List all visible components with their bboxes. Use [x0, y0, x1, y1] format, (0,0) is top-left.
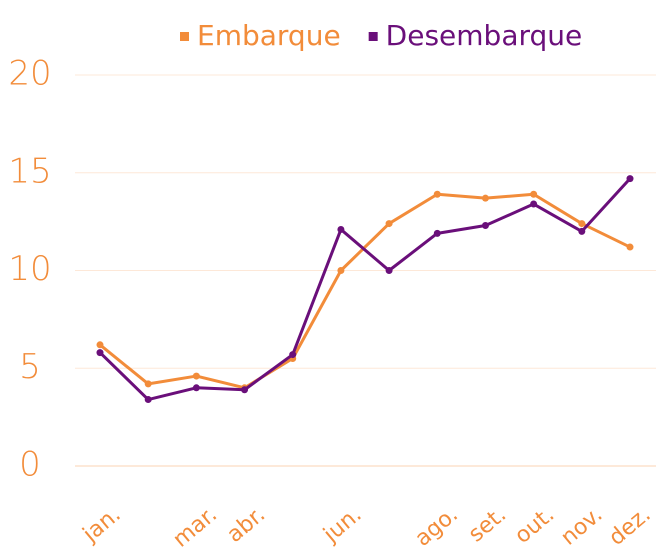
- data-point: [144, 380, 152, 388]
- data-point: [481, 222, 489, 230]
- x-tick-label: mar.: [169, 502, 223, 553]
- data-point: [192, 384, 200, 392]
- y-tick-label: 0: [19, 445, 41, 485]
- y-tick-label: 5: [19, 347, 41, 387]
- data-point: [578, 227, 586, 235]
- data-point: [192, 372, 200, 380]
- data-point: [530, 200, 538, 208]
- data-point: [241, 386, 249, 394]
- data-point: [337, 225, 345, 233]
- x-tick-label: out.: [510, 502, 559, 549]
- data-point: [144, 396, 152, 404]
- legend-marker: [368, 32, 378, 41]
- y-tick-label: 15: [8, 151, 51, 191]
- data-point: [433, 190, 441, 198]
- data-point: [626, 243, 634, 251]
- data-point: [289, 351, 297, 359]
- x-tick-label: jan.: [78, 502, 126, 548]
- legend-label: Embarque: [197, 19, 341, 52]
- data-point: [337, 267, 345, 274]
- data-point: [530, 190, 538, 198]
- data-point: [96, 341, 104, 349]
- legend-label: Desembarque: [386, 19, 583, 52]
- x-tick-label: set.: [464, 502, 511, 547]
- data-point: [96, 349, 104, 357]
- data-point: [433, 229, 441, 237]
- series-line: [99, 192, 631, 390]
- legend-marker: [180, 32, 189, 41]
- y-tick-label: 20: [8, 54, 51, 94]
- data-point: [385, 267, 393, 274]
- data-point: [481, 194, 489, 202]
- x-tick-label: abr.: [222, 502, 270, 548]
- series-line: [98, 177, 632, 402]
- x-tick-label: jun.: [318, 502, 366, 548]
- data-point: [385, 220, 393, 228]
- x-tick-label: dez.: [604, 502, 655, 551]
- y-tick-label: 10: [8, 249, 51, 289]
- x-tick-label: ago.: [411, 502, 463, 552]
- x-tick-label: nov.: [556, 502, 607, 551]
- data-point: [578, 220, 586, 228]
- data-point: [626, 175, 634, 183]
